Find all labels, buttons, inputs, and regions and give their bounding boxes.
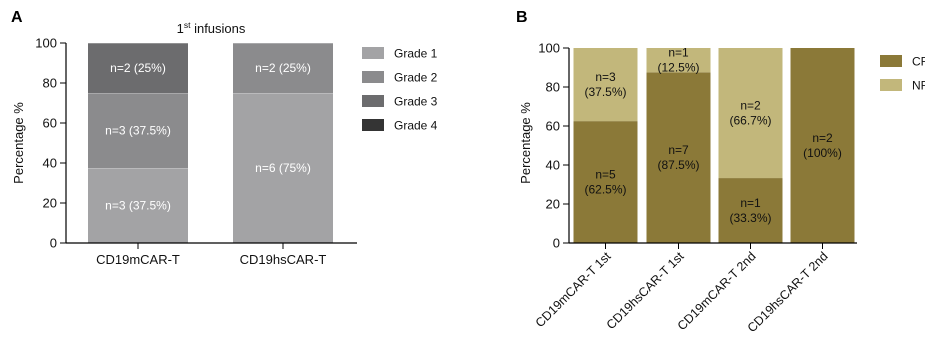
bar-data-label: n=2 (25%) <box>110 61 166 75</box>
y-tick-label: 20 <box>546 197 560 212</box>
bar-data-label: (87.5%) <box>657 158 699 172</box>
bar-segment <box>573 48 638 122</box>
bar-data-label: n=2 (25%) <box>255 61 311 75</box>
bar-data-label: n=3 (37.5%) <box>105 199 171 213</box>
bar-data-label: (37.5%) <box>584 85 626 99</box>
panel-a-label: A <box>11 9 23 26</box>
chart-a-title: 1st infusions <box>177 20 246 36</box>
bar-segment <box>790 48 855 243</box>
x-tick-label: CD19hsCAR-T 2nd <box>745 249 831 335</box>
bar-segment <box>233 43 333 93</box>
y-tick-label: 0 <box>50 236 57 251</box>
bar-data-label: n=7 <box>668 143 689 157</box>
chart-b-bars: n=5(62.5%)n=3(37.5%)n=7(87.5%)n=1(12.5%)… <box>573 46 855 243</box>
bar-data-label: n=6 (75%) <box>255 161 311 175</box>
panel-a: A 1st infusions Percentage % n=3 (37.5%)… <box>11 9 438 267</box>
legend-label: Grade 1 <box>394 47 438 61</box>
bar-data-label: (62.5%) <box>584 183 626 197</box>
chart-a-y-axis-label: Percentage % <box>11 102 26 184</box>
y-tick-label: 80 <box>43 76 57 91</box>
chart-b-legend: CR NR <box>880 55 925 93</box>
x-tick-label: CD19hsCAR-T <box>240 252 327 267</box>
legend-label: CR <box>912 55 925 69</box>
bar-segment <box>718 178 783 243</box>
bar-data-label: n=2 <box>740 99 761 113</box>
bar-data-label: n=2 <box>812 131 833 145</box>
legend-swatch <box>362 95 384 107</box>
y-tick-label: 40 <box>43 156 57 171</box>
bar-data-label: n=5 <box>595 168 616 182</box>
bar-segment <box>88 93 188 168</box>
x-tick-label: CD19mCAR-T 1st <box>533 249 614 330</box>
bar-segment <box>573 121 638 243</box>
y-tick-label: 80 <box>546 80 560 95</box>
y-tick-label: 20 <box>43 196 57 211</box>
bar-segment <box>646 48 711 73</box>
bar-data-label: (66.7%) <box>729 114 771 128</box>
legend-swatch <box>362 47 384 59</box>
chart-a-bars: n=3 (37.5%) n=3 (37.5%) n=2 (25%) n=6 (75%)… <box>88 42 333 243</box>
bar-data-label: n=3 <box>595 70 616 84</box>
bar-data-label: n=3 (37.5%) <box>105 124 171 138</box>
legend-swatch <box>880 79 902 91</box>
chart-a-title-rest: infusions <box>190 21 245 36</box>
chart-a-title-superscript: st <box>184 20 191 30</box>
bar-segment <box>718 48 783 179</box>
chart-a-axes: CD19mCAR-T CD19hsCAR-T 0 20 40 60 80 100 <box>35 36 357 267</box>
bar-data-label: (100%) <box>803 146 842 160</box>
legend-swatch <box>362 119 384 131</box>
bar-data-label: n=1 <box>740 196 761 210</box>
bar-segment <box>233 93 333 243</box>
bar-segment <box>88 43 188 93</box>
legend-swatch <box>880 55 902 67</box>
bar-data-label: (33.3%) <box>729 211 771 225</box>
x-tick-label: CD19mCAR-T 2nd <box>675 249 759 333</box>
y-tick-label: 60 <box>546 119 560 134</box>
chart-b-y-axis-label: Percentage % <box>518 102 533 184</box>
panel-b: B Percentage % n=5(62.5%) n=3(37.5%) n=7(8… <box>516 9 925 335</box>
chart-a-title-base: 1 <box>177 21 184 36</box>
y-tick-label: 60 <box>43 116 57 131</box>
bar-segment <box>646 72 711 243</box>
x-tick-label: CD19hsCAR-T 1st <box>604 249 687 332</box>
bar-data-label: n=1 <box>668 46 689 60</box>
legend-label: Grade 4 <box>394 119 438 133</box>
y-tick-label: 100 <box>35 36 57 51</box>
x-tick-label: CD19mCAR-T <box>96 252 180 267</box>
bar-data-label: (12.5%) <box>657 61 699 75</box>
legend-label: Grade 3 <box>394 95 438 109</box>
legend-swatch <box>362 71 384 83</box>
legend-label: Grade 2 <box>394 71 438 85</box>
y-tick-label: 40 <box>546 158 560 173</box>
panel-b-label: B <box>516 9 528 26</box>
legend-label: NR <box>912 79 925 93</box>
y-tick-label: 0 <box>553 236 560 251</box>
y-tick-label: 100 <box>538 41 560 56</box>
bar-segment <box>88 168 188 243</box>
chart-a-legend: Grade 1 Grade 2 Grade 3 Grade 4 <box>362 47 438 133</box>
